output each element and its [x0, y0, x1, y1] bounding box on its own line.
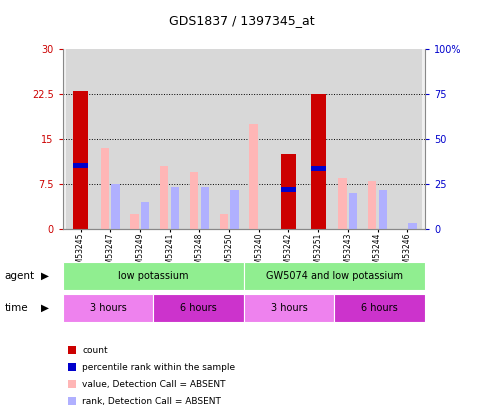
Bar [335, 294, 425, 322]
Bar [185, 49, 214, 229]
Bar [220, 214, 228, 229]
Bar [281, 154, 296, 229]
Text: GW5074 and low potassium: GW5074 and low potassium [266, 271, 403, 281]
Bar [338, 178, 347, 229]
Bar [200, 187, 209, 229]
Text: ▶: ▶ [41, 303, 49, 313]
Bar [244, 262, 425, 290]
Bar [311, 166, 326, 171]
Bar [333, 49, 363, 229]
Bar [160, 166, 169, 229]
Bar [311, 94, 326, 229]
Bar [368, 181, 376, 229]
Bar [214, 49, 244, 229]
Text: rank, Detection Call = ABSENT: rank, Detection Call = ABSENT [82, 396, 221, 405]
Bar [349, 193, 357, 229]
Text: ▶: ▶ [41, 271, 49, 281]
Bar [66, 49, 96, 229]
Bar [155, 49, 185, 229]
Text: count: count [82, 345, 108, 354]
Bar [244, 294, 334, 322]
Bar [112, 184, 120, 229]
Bar [230, 190, 239, 229]
Bar [96, 49, 125, 229]
Bar [281, 188, 296, 192]
Text: agent: agent [5, 271, 35, 281]
Bar [171, 187, 179, 229]
Bar [303, 49, 333, 229]
Text: percentile rank within the sample: percentile rank within the sample [82, 362, 235, 371]
Bar [101, 148, 109, 229]
Bar [363, 49, 392, 229]
Text: 6 hours: 6 hours [361, 303, 398, 313]
Bar [154, 294, 244, 322]
Bar [273, 49, 303, 229]
Text: GDS1837 / 1397345_at: GDS1837 / 1397345_at [169, 14, 314, 27]
Bar [73, 163, 88, 168]
Bar [409, 223, 417, 229]
Text: 3 hours: 3 hours [271, 303, 308, 313]
Bar [73, 91, 88, 229]
Bar [190, 172, 198, 229]
Text: low potassium: low potassium [118, 271, 188, 281]
Bar [392, 49, 422, 229]
Bar [379, 190, 387, 229]
Bar [244, 49, 273, 229]
Bar [249, 124, 257, 229]
Bar [130, 214, 139, 229]
Text: time: time [5, 303, 28, 313]
Bar [63, 262, 244, 290]
Text: 3 hours: 3 hours [90, 303, 127, 313]
Text: value, Detection Call = ABSENT: value, Detection Call = ABSENT [82, 379, 226, 388]
Text: 6 hours: 6 hours [180, 303, 217, 313]
Bar [141, 202, 150, 229]
Bar [63, 294, 154, 322]
Bar [125, 49, 155, 229]
